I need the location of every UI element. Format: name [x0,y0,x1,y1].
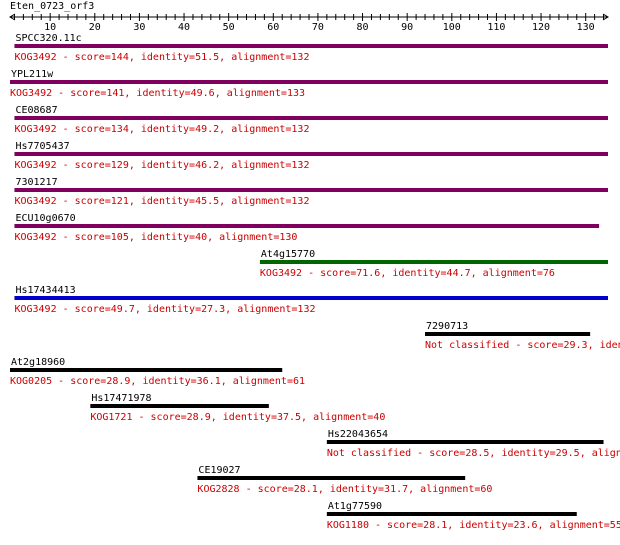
hit-row[interactable]: Hs22043654 Not classified - score=28.5, i… [326,429,620,459]
hit-bar[interactable] [10,368,283,372]
hit-row[interactable]: SPCC320.11c KOG3492 - score=144, identity… [14,33,608,63]
axis-tick-label: 30 [133,22,145,33]
axis-tick-label: 110 [487,22,505,33]
position-axis: 10 20 30 40 50 60 70 80 90 100 110 120 130 [9,13,609,33]
hit-row[interactable]: Hs7705437 KOG3492 - score=129, identity=4… [14,141,608,171]
axis-arrow-right [602,13,609,21]
hit-name[interactable]: SPCC320.11c [15,33,81,44]
hit-name[interactable]: 7301217 [15,177,57,188]
axis-tick-label: 130 [577,22,595,33]
hit-bar[interactable] [326,512,577,516]
hit-list: SPCC320.11c KOG3492 - score=144, identity… [10,33,620,531]
hit-name[interactable]: CE19027 [198,465,240,476]
axis-tick-label: 100 [443,22,461,33]
hit-description: KOG2828 - score=28.1, identity=31.7, ali… [197,484,492,495]
hit-row[interactable]: CE19027 KOG2828 - score=28.1, identity=31… [197,465,492,495]
axis-tick-label: 50 [223,22,235,33]
hit-bar[interactable] [14,116,608,120]
hit-row[interactable]: ECU10g0670 KOG3492 - score=105, identity=… [14,213,600,243]
hit-name[interactable]: Hs17471978 [91,393,151,404]
hit-bar[interactable] [14,224,600,228]
axis-tick-label: 40 [178,22,190,33]
hit-name[interactable]: Hs17434413 [15,285,75,296]
axis-tick-label: 10 [44,22,56,33]
hit-bar[interactable] [425,332,591,336]
hit-row[interactable]: At2g18960 KOG0205 - score=28.9, identity=… [10,357,305,387]
query-title: Eten_0723_orf3 [10,1,94,12]
hit-bar[interactable] [90,404,269,408]
hit-description: KOG0205 - score=28.9, identity=36.1, ali… [10,376,305,387]
hit-row[interactable]: At1g77590 KOG1180 - score=28.1, identity=… [326,501,620,531]
hit-name[interactable]: Hs22043654 [328,429,388,440]
hit-description: KOG3492 - score=129, identity=46.2, alig… [14,160,309,171]
axis-tick-label: 70 [312,22,324,33]
hit-description: KOG3492 - score=105, identity=40, alignm… [14,232,297,243]
hit-row[interactable]: CE08687 KOG3492 - score=134, identity=49.… [14,105,608,135]
axis-arrow-left [9,13,16,21]
hit-row[interactable]: 7301217 KOG3492 - score=121, identity=45.… [14,177,608,207]
hit-bar[interactable] [14,152,608,156]
hit-row[interactable]: YPL211w KOG3492 - score=141, identity=49.… [10,69,608,99]
hit-description: Not classified - score=29.3, identity=31… [425,340,620,351]
hit-name[interactable]: Hs7705437 [15,141,69,152]
axis-tick-label: 80 [357,22,369,33]
hit-row[interactable]: At4g15770 KOG3492 - score=71.6, identity=… [259,249,608,279]
hit-name[interactable]: CE08687 [15,105,57,116]
hit-description: KOG3492 - score=134, identity=49.2, alig… [14,124,309,135]
hit-name[interactable]: ECU10g0670 [15,213,75,224]
hit-row[interactable]: Hs17471978 KOG1721 - score=28.9, identity… [90,393,385,423]
axis-tick-label: 60 [267,22,279,33]
hit-name[interactable]: At2g18960 [11,357,65,368]
axis-tick-label: 20 [89,22,101,33]
hit-row[interactable]: 7290713 Not classified - score=29.3, iden… [425,321,620,351]
hit-bar[interactable] [326,440,604,444]
hit-description: KOG3492 - score=121, identity=45.5, alig… [14,196,309,207]
hit-description: KOG3492 - score=71.6, identity=44.7, ali… [260,268,555,279]
hit-description: Not classified - score=28.5, identity=29… [327,448,620,459]
hit-bar[interactable] [14,188,608,192]
hit-description: KOG3492 - score=49.7, identity=27.3, ali… [14,304,315,315]
hit-bar[interactable] [197,476,466,480]
hit-bar[interactable] [14,296,608,300]
hit-name[interactable]: At1g77590 [328,501,382,512]
axis-tick-label: 90 [401,22,413,33]
hit-description: KOG1180 - score=28.1, identity=23.6, ali… [327,520,620,531]
hit-description: KOG1721 - score=28.9, identity=37.5, ali… [90,412,385,423]
hit-name[interactable]: YPL211w [11,69,54,80]
hit-bar[interactable] [14,44,608,48]
hit-description: KOG3492 - score=144, identity=51.5, alig… [14,52,309,63]
hit-bar[interactable] [10,80,608,84]
hit-bar[interactable] [259,260,608,264]
axis-tick-label: 120 [532,22,550,33]
hit-row[interactable]: Hs17434413 KOG3492 - score=49.7, identity… [14,285,608,315]
hit-name[interactable]: At4g15770 [261,249,315,260]
hit-description: KOG3492 - score=141, identity=49.6, alig… [10,88,305,99]
hit-name[interactable]: 7290713 [426,321,468,332]
